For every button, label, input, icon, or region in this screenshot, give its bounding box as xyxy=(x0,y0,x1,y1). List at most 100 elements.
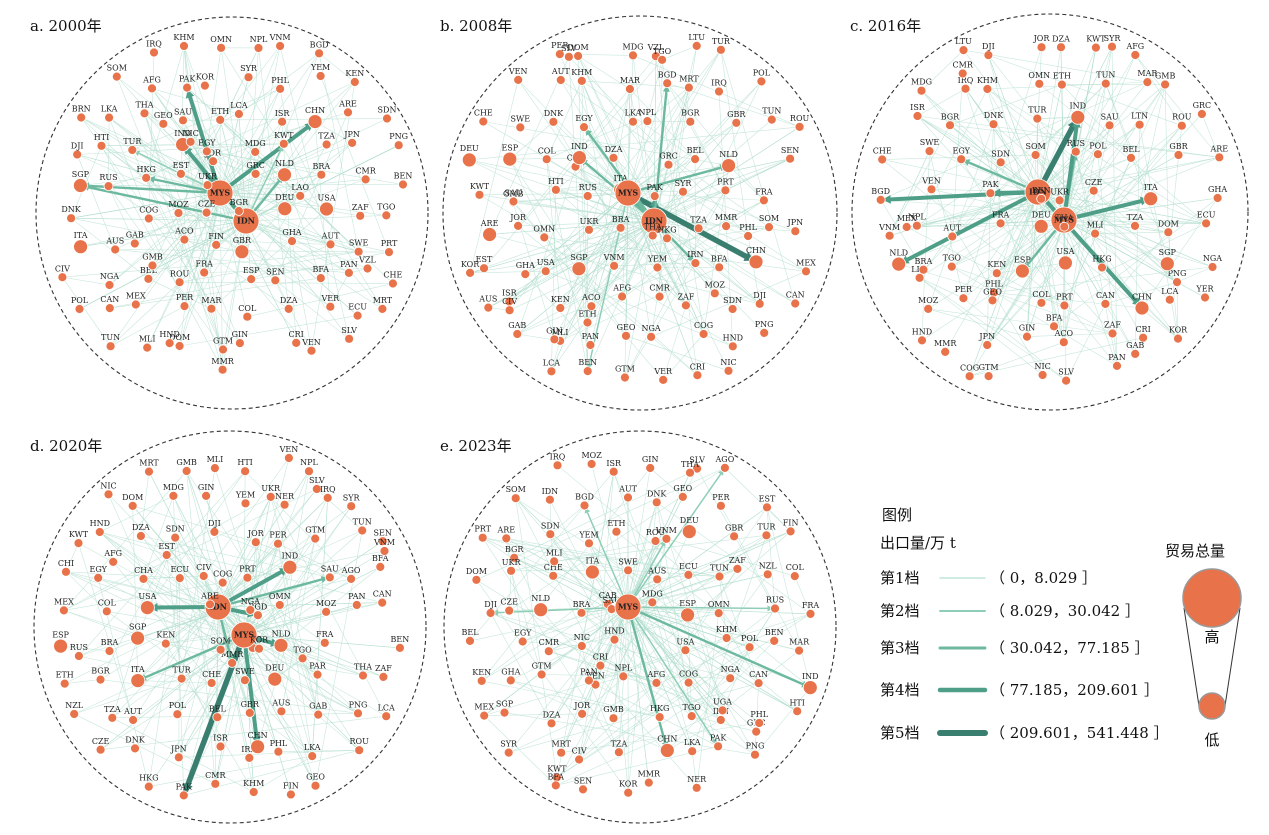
country-node: TGO xyxy=(293,646,312,664)
country-code-label: SDN xyxy=(166,525,185,534)
country-code-label: BEN xyxy=(1032,186,1051,195)
country-code-label: ARE xyxy=(338,100,357,109)
country-node-circle xyxy=(233,109,244,119)
panel-title: b. 2008年 xyxy=(440,17,512,35)
country-code-label: GHA xyxy=(501,668,520,677)
country-code-label: NIC xyxy=(720,358,736,367)
country-code-label: KHM xyxy=(243,779,264,788)
country-code-label: UKR xyxy=(580,217,600,226)
country-node-circle xyxy=(377,303,388,314)
country-node: UKR xyxy=(502,558,521,576)
trade-edge xyxy=(1105,281,1178,305)
country-code-label: NIC xyxy=(100,481,116,490)
trade-edge xyxy=(963,219,1065,299)
hub-trade-edge xyxy=(142,633,246,680)
country-node: SEN xyxy=(781,146,799,164)
country-node: PNG xyxy=(746,742,764,760)
country-code-label: THA xyxy=(1055,214,1073,223)
country-node: DZA xyxy=(605,145,623,163)
country-code-label: MRT xyxy=(551,740,571,749)
trade-edge xyxy=(222,220,247,350)
trade-edge xyxy=(650,45,697,337)
country-node-circle xyxy=(275,41,286,51)
country-code-label: PER xyxy=(551,41,569,50)
country-code-label: SWE xyxy=(349,239,369,248)
trade-edge xyxy=(144,113,293,242)
trade-edge xyxy=(513,557,541,610)
trade-edge xyxy=(1026,333,1113,337)
country-node: CIV xyxy=(572,747,587,765)
country-node-circle xyxy=(620,372,630,383)
trade-edge xyxy=(243,550,385,636)
country-node-circle xyxy=(1057,79,1067,90)
country-node: KHM xyxy=(173,33,195,51)
country-node: GAB xyxy=(126,231,144,249)
country-node-circle xyxy=(790,298,801,309)
country-code-label: BRA xyxy=(101,638,119,647)
country-node-circle xyxy=(680,607,695,623)
country-code-label: MEX xyxy=(474,703,494,712)
country-node: MAR xyxy=(620,76,641,94)
country-code-label: SLV xyxy=(561,44,577,53)
trade-edge xyxy=(245,220,359,252)
country-node: VEN xyxy=(508,67,528,85)
country-node: PER xyxy=(269,531,288,549)
country-node-circle xyxy=(76,112,87,123)
country-node: TZA xyxy=(318,132,335,150)
country-node-circle xyxy=(240,498,251,509)
country-node-circle xyxy=(614,179,642,207)
country-node: DEU xyxy=(460,144,479,168)
country-code-label: VNM xyxy=(269,33,291,42)
country-code-label: MMR xyxy=(211,357,234,366)
country-code-label: EGY xyxy=(514,629,532,638)
country-node-circle xyxy=(69,709,80,719)
country-node-circle xyxy=(130,630,146,646)
country-code-label: DZA xyxy=(1052,34,1070,43)
trade-edge xyxy=(279,45,350,339)
country-node: HKG xyxy=(137,165,156,183)
trade-edge xyxy=(1201,113,1220,158)
country-node: DNK xyxy=(61,205,82,224)
country-node: TZA xyxy=(611,739,627,758)
country-node-circle xyxy=(471,574,482,585)
trade-edge xyxy=(661,45,697,61)
country-code-label: ETH xyxy=(211,107,229,116)
trade-edge xyxy=(1105,83,1178,283)
trade-edge xyxy=(627,606,657,684)
country-code-label: VEN xyxy=(921,176,941,185)
country-code-label: KWT xyxy=(470,182,490,191)
country-node-circle xyxy=(1138,332,1148,343)
trade-edge xyxy=(555,165,729,191)
trade-edge xyxy=(988,54,1182,126)
country-node: BFA xyxy=(1046,313,1062,332)
country-node-circle xyxy=(108,557,119,567)
country-node: ACO xyxy=(174,227,194,245)
trade-edge xyxy=(243,540,383,636)
trade-edge xyxy=(277,543,313,757)
country-node: SEN xyxy=(374,528,392,547)
country-node-circle xyxy=(1097,262,1107,273)
country-node: KEN xyxy=(156,631,175,649)
trade-edge xyxy=(591,220,655,307)
country-node-circle xyxy=(744,642,755,653)
trade-edge xyxy=(632,55,655,222)
trade-edge xyxy=(1065,151,1077,263)
country-node-circle xyxy=(201,207,212,218)
trade-edge xyxy=(687,614,692,717)
country-node-circle xyxy=(127,145,138,155)
country-code-label: PAN xyxy=(1108,353,1125,362)
trade-edge xyxy=(514,472,691,559)
country-node-circle xyxy=(912,220,922,231)
country-code-label: TUN xyxy=(101,333,120,342)
country-code-label: IND xyxy=(1070,102,1087,111)
country-node: CZE xyxy=(92,737,110,755)
country-node: THA xyxy=(135,100,154,119)
country-code-label: PER xyxy=(269,531,287,540)
country-node: COL xyxy=(238,304,257,322)
trade-edge xyxy=(581,80,689,88)
country-code-label: TZA xyxy=(1127,213,1144,222)
country-code-label: BEN xyxy=(391,635,410,644)
country-node: CRI xyxy=(1135,325,1151,343)
trade-edge xyxy=(553,121,660,297)
